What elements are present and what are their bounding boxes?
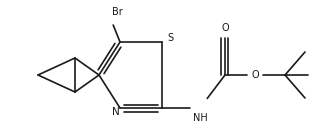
Text: O: O (251, 70, 259, 80)
Text: NH: NH (193, 113, 207, 123)
Text: O: O (221, 23, 229, 33)
Text: Br: Br (112, 7, 123, 17)
Text: S: S (167, 33, 173, 43)
Text: N: N (112, 107, 120, 117)
